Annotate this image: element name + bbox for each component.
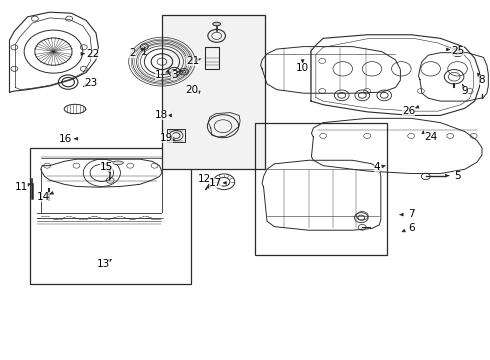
Bar xyxy=(30,148,191,284)
Text: 23: 23 xyxy=(84,78,98,88)
Text: 11: 11 xyxy=(15,182,28,192)
Text: 16: 16 xyxy=(59,134,73,144)
Text: 5: 5 xyxy=(454,171,461,181)
Text: 1: 1 xyxy=(155,70,161,80)
Bar xyxy=(167,129,185,142)
Text: 21: 21 xyxy=(186,56,199,66)
Bar xyxy=(205,46,219,69)
Text: 12: 12 xyxy=(198,174,212,184)
Text: 17: 17 xyxy=(209,178,222,188)
Text: 24: 24 xyxy=(424,132,437,142)
Text: 4: 4 xyxy=(373,162,380,172)
Bar xyxy=(162,15,265,169)
Text: 14: 14 xyxy=(37,192,50,202)
Text: 13: 13 xyxy=(97,259,110,269)
Text: 18: 18 xyxy=(155,111,169,121)
Text: 22: 22 xyxy=(86,49,99,59)
Text: 6: 6 xyxy=(408,223,415,233)
Ellipse shape xyxy=(213,22,220,26)
Text: 7: 7 xyxy=(408,209,415,219)
Text: 8: 8 xyxy=(479,75,485,85)
Text: 2: 2 xyxy=(129,48,136,58)
Ellipse shape xyxy=(113,161,123,165)
Text: 25: 25 xyxy=(451,46,464,56)
Text: 10: 10 xyxy=(296,63,309,73)
Text: 19: 19 xyxy=(160,133,173,143)
Text: 3: 3 xyxy=(171,70,177,80)
Text: 9: 9 xyxy=(462,86,468,96)
Text: 26: 26 xyxy=(402,106,416,116)
Text: 20: 20 xyxy=(186,85,199,95)
Bar xyxy=(255,123,387,255)
Text: 15: 15 xyxy=(100,162,113,172)
